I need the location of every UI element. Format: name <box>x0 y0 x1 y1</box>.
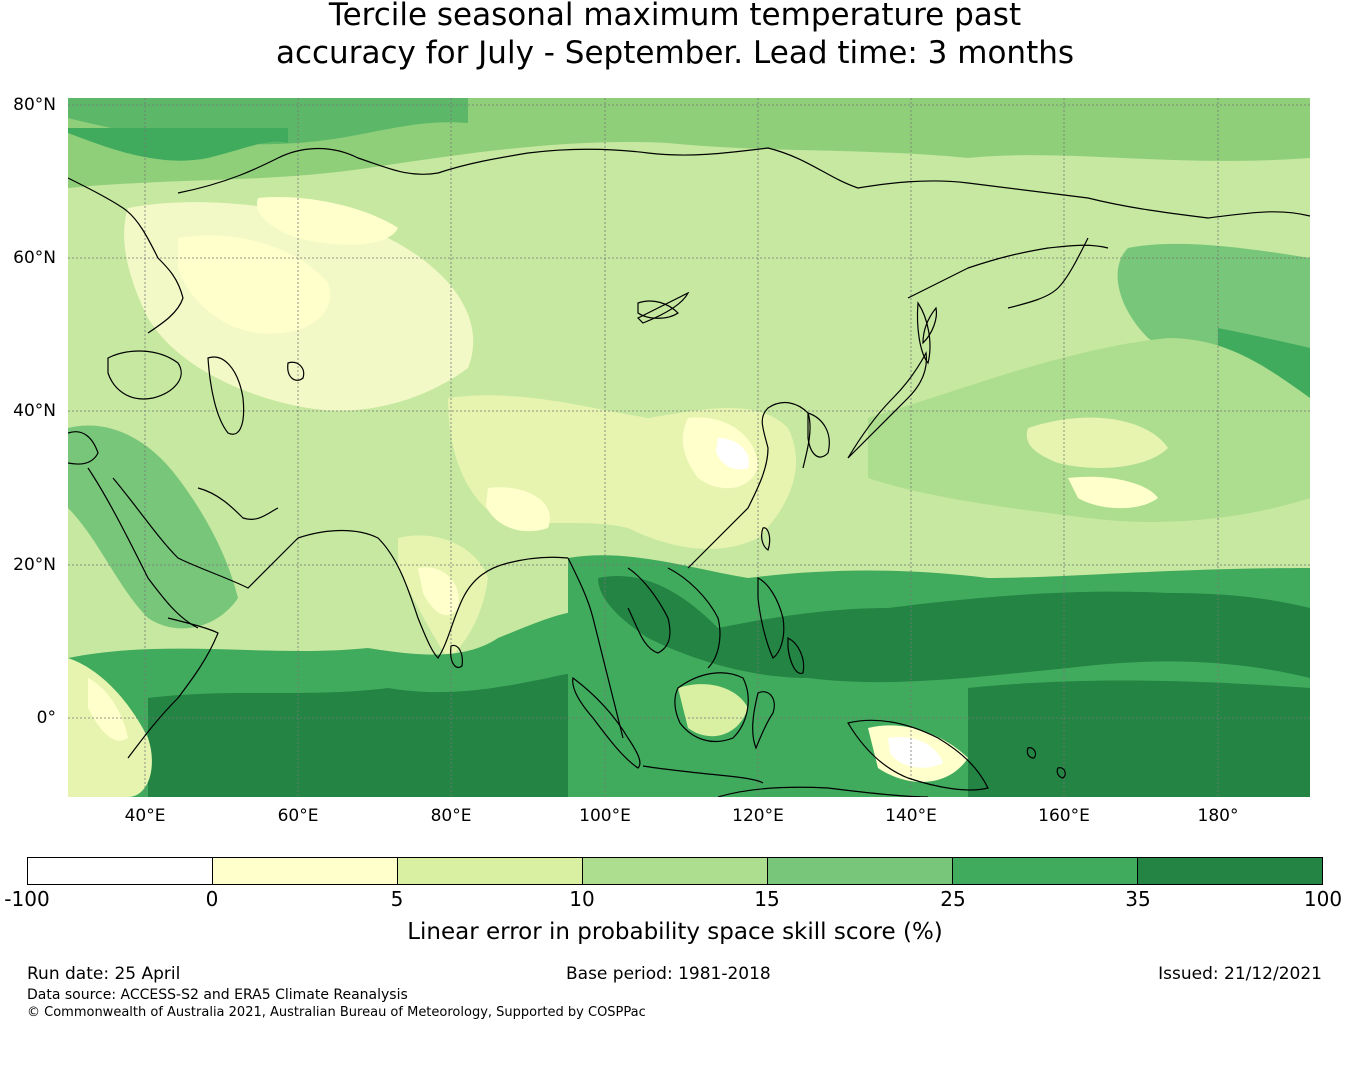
colorbar-segment <box>28 858 213 884</box>
colorbar-tick: 10 <box>569 887 595 911</box>
colorbar-tick: 15 <box>754 887 780 911</box>
colorbar-tick: 0 <box>205 887 219 911</box>
colorbar-tick: -100 <box>4 887 50 911</box>
lat-label-80n: 80°N <box>13 95 56 115</box>
skill-score-map <box>68 98 1310 797</box>
run-date: Run date: 25 April <box>27 964 181 984</box>
colorbar-tick: 100 <box>1303 887 1343 911</box>
colorbar <box>27 857 1323 885</box>
base-period: Base period: 1981-2018 <box>566 964 771 984</box>
lat-label-20n: 20°N <box>13 555 56 575</box>
lon-label-180: 180° <box>1197 806 1239 826</box>
colorbar-segment <box>768 858 953 884</box>
lon-label-100e: 100°E <box>579 806 631 826</box>
lat-label-40n: 40°N <box>13 401 56 421</box>
skill-score-field <box>68 98 1310 797</box>
lat-label-0: 0° <box>36 708 56 728</box>
data-source: Data source: ACCESS-S2 and ERA5 Climate … <box>27 987 408 1003</box>
colorbar-segment <box>1138 858 1322 884</box>
colorbar-tick: 5 <box>390 887 404 911</box>
lon-label-40e: 40°E <box>124 806 166 826</box>
colorbar-segment <box>213 858 398 884</box>
graticule <box>68 98 1310 797</box>
lat-label-60n: 60°N <box>13 248 56 268</box>
lon-label-80e: 80°E <box>430 806 472 826</box>
issued-date: Issued: 21/12/2021 <box>1158 964 1322 984</box>
lon-label-160e: 160°E <box>1038 806 1090 826</box>
map-title-line-1: Tercile seasonal maximum temperature pas… <box>328 0 1022 33</box>
copyright-notice: © Commonwealth of Australia 2021, Austra… <box>27 1005 646 1020</box>
colorbar-segment <box>953 858 1138 884</box>
colorbar-segment <box>583 858 768 884</box>
coastlines <box>68 147 1310 797</box>
colorbar-segment <box>398 858 583 884</box>
lon-label-140e: 140°E <box>885 806 937 826</box>
colorbar-label: Linear error in probability space skill … <box>407 919 943 945</box>
colorbar-tick: 25 <box>940 887 966 911</box>
colorbar-tick: 35 <box>1125 887 1151 911</box>
map-title-line-2: accuracy for July - September. Lead time… <box>275 35 1075 71</box>
lon-label-120e: 120°E <box>732 806 784 826</box>
lon-label-60e: 60°E <box>277 806 319 826</box>
